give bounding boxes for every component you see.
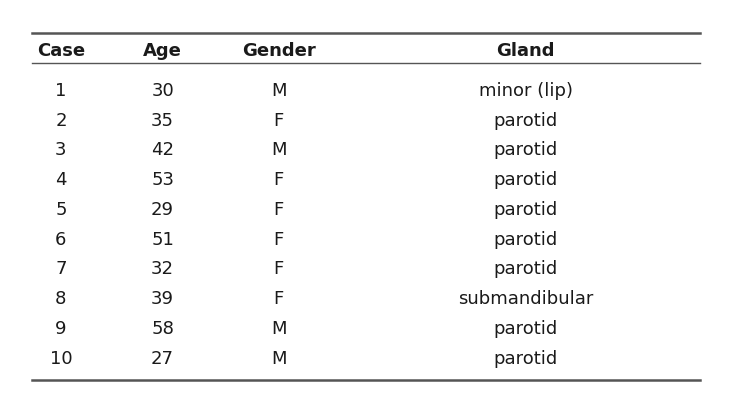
Text: 6: 6 bbox=[55, 230, 67, 248]
Text: parotid: parotid bbox=[493, 141, 558, 159]
Text: F: F bbox=[274, 290, 284, 307]
Text: 58: 58 bbox=[152, 319, 174, 337]
Text: F: F bbox=[274, 200, 284, 219]
Text: parotid: parotid bbox=[493, 230, 558, 248]
Text: 51: 51 bbox=[152, 230, 174, 248]
Text: M: M bbox=[271, 141, 286, 159]
Text: 10: 10 bbox=[50, 349, 72, 367]
Text: F: F bbox=[274, 230, 284, 248]
Text: submandibular: submandibular bbox=[458, 290, 594, 307]
Text: 8: 8 bbox=[55, 290, 67, 307]
Text: 30: 30 bbox=[152, 82, 174, 100]
Text: parotid: parotid bbox=[493, 260, 558, 278]
Text: parotid: parotid bbox=[493, 349, 558, 367]
Text: F: F bbox=[274, 111, 284, 130]
Text: Gland: Gland bbox=[496, 42, 555, 60]
Text: 3: 3 bbox=[55, 141, 67, 159]
Text: parotid: parotid bbox=[493, 200, 558, 219]
Text: 2: 2 bbox=[55, 111, 67, 130]
Text: M: M bbox=[271, 82, 286, 100]
Text: Gender: Gender bbox=[242, 42, 315, 60]
Text: F: F bbox=[274, 260, 284, 278]
Text: 39: 39 bbox=[151, 290, 174, 307]
Text: parotid: parotid bbox=[493, 171, 558, 189]
Text: 32: 32 bbox=[151, 260, 174, 278]
Text: 4: 4 bbox=[55, 171, 67, 189]
Text: 29: 29 bbox=[151, 200, 174, 219]
Text: M: M bbox=[271, 319, 286, 337]
Text: 1: 1 bbox=[55, 82, 67, 100]
Text: 53: 53 bbox=[151, 171, 174, 189]
Text: 42: 42 bbox=[151, 141, 174, 159]
Text: 7: 7 bbox=[55, 260, 67, 278]
Text: minor (lip): minor (lip) bbox=[479, 82, 573, 100]
Text: 27: 27 bbox=[151, 349, 174, 367]
Text: Age: Age bbox=[143, 42, 182, 60]
Text: M: M bbox=[271, 349, 286, 367]
Text: 9: 9 bbox=[55, 319, 67, 337]
Text: F: F bbox=[274, 171, 284, 189]
Text: 35: 35 bbox=[151, 111, 174, 130]
Text: parotid: parotid bbox=[493, 111, 558, 130]
Text: parotid: parotid bbox=[493, 319, 558, 337]
Text: 5: 5 bbox=[55, 200, 67, 219]
Text: Case: Case bbox=[37, 42, 85, 60]
